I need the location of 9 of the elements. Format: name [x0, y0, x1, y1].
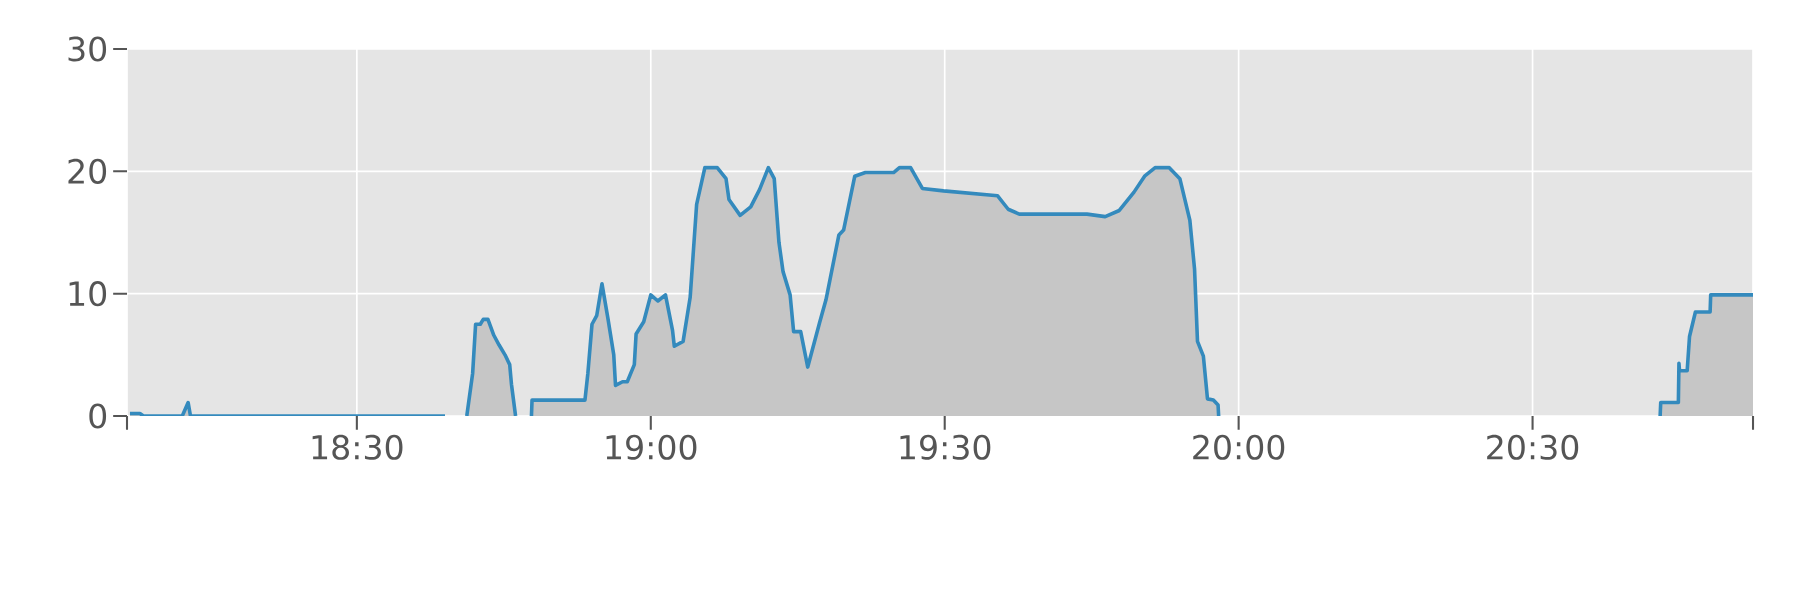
x-tick-label: 20:30: [1487, 434, 1579, 460]
x-tick-label: 18:30: [312, 434, 403, 460]
y-tick-label: 0: [89, 403, 107, 429]
y-tick-label: 20: [68, 158, 107, 184]
y-tick-label: 10: [69, 281, 107, 307]
y-tick-label: 30: [68, 36, 107, 62]
x-tick-label: 19:00: [606, 434, 697, 460]
x-tick-label: 20:00: [1193, 434, 1285, 460]
x-tick-label: 19:30: [900, 434, 991, 460]
